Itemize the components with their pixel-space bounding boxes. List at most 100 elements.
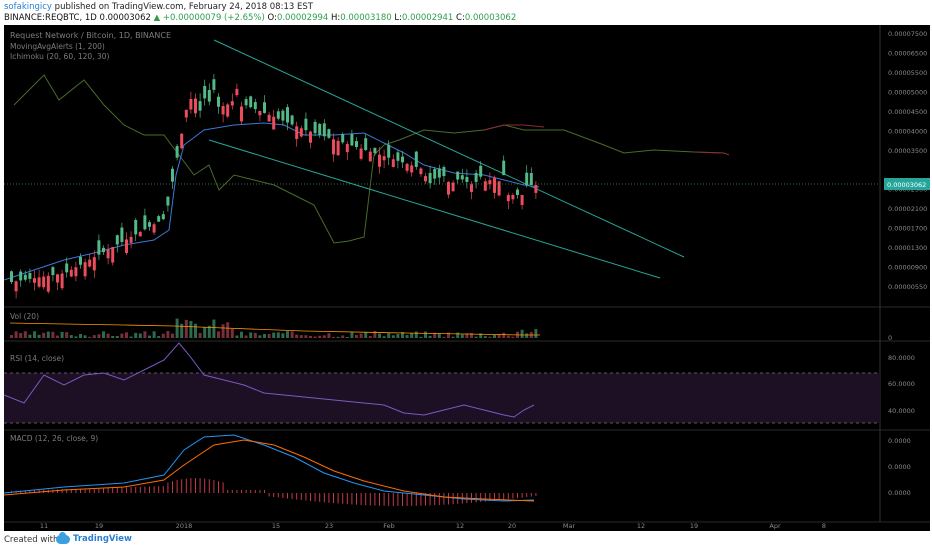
chart-header: sofakingicy published on TradingView.com… (0, 0, 932, 24)
candle (378, 154, 381, 167)
candle (28, 273, 32, 279)
volume-bar (230, 328, 234, 338)
candle (488, 180, 492, 185)
open-value: 0.00002994 (276, 13, 329, 23)
volume-legend: Vol (20) (10, 312, 40, 321)
candle (534, 185, 538, 193)
macd-histogram-bar (323, 493, 325, 503)
macd-histogram-bar (300, 493, 302, 501)
macd-histogram-bar (406, 493, 408, 506)
wedge-lower-trendline (208, 139, 661, 279)
candle (493, 177, 496, 193)
macd-histogram-bar (75, 488, 77, 493)
macd-histogram-bar (411, 493, 413, 506)
candle (74, 267, 78, 277)
candle (46, 275, 50, 292)
candle (382, 156, 386, 161)
candle (364, 138, 368, 151)
candle (221, 106, 225, 115)
candle (207, 90, 211, 102)
candle (318, 123, 322, 135)
candle (184, 109, 188, 118)
candle (520, 195, 524, 205)
price-tick-label: 0.00001700 (888, 225, 927, 233)
macd-histogram-bar (135, 486, 137, 493)
volume-bar (511, 336, 515, 338)
volume-bar (322, 335, 326, 338)
candle (437, 168, 441, 178)
macd-histogram-bar (250, 490, 252, 493)
macd-tick-label: 0.0000 (888, 437, 911, 445)
volume-bar (37, 334, 41, 338)
volume-bar (456, 332, 460, 338)
macd-histogram-bar (448, 493, 449, 505)
candle (529, 173, 533, 185)
candle (299, 128, 303, 137)
macd-histogram-bar (360, 493, 362, 505)
author-link[interactable]: sofakingicy (4, 2, 52, 12)
macd-histogram-bar (296, 493, 298, 500)
volume-bar (83, 335, 87, 338)
macd-histogram-bar (126, 487, 127, 493)
macd-histogram-bar (185, 478, 187, 493)
time-tick-label: 12 (456, 522, 464, 530)
candle (474, 172, 478, 182)
candle (240, 106, 243, 122)
macd-histogram-bar (80, 488, 81, 493)
cloud-icon (56, 531, 70, 544)
volume-bar (60, 331, 64, 338)
ichimoku-span-b (483, 124, 545, 131)
volume-bar (194, 323, 197, 338)
volume-bar (180, 323, 184, 338)
chart-area[interactable]: 0.00007500 0.00006500 0.00005500 0.00005000… (4, 25, 930, 531)
candle (88, 259, 92, 267)
price-tick-label: 0.00007500 (888, 30, 927, 38)
volume-bar (437, 333, 441, 338)
macd-legend: MACD (12, 26, close, 9) (10, 434, 99, 443)
macd-histogram-bar (231, 490, 233, 493)
candle (290, 115, 294, 125)
candle (396, 152, 400, 161)
volume-bar (502, 332, 506, 338)
volume-bar (74, 336, 78, 338)
volume-bar (447, 332, 450, 338)
close-label: C: (456, 13, 465, 23)
volume-bar (378, 333, 381, 338)
tradingview-logo[interactable]: TradingView (56, 531, 132, 544)
candle (166, 196, 170, 206)
volume-bar (143, 331, 147, 338)
candle (65, 263, 69, 273)
macd-histogram-bar (498, 493, 500, 501)
candle (152, 224, 156, 233)
candle (171, 168, 174, 182)
last-price-tag-label: 0.00003062 (887, 181, 926, 189)
macd-histogram-bar (535, 493, 537, 496)
chart-canvas[interactable]: 0.00007500 0.00006500 0.00005500 0.00005000… (4, 25, 930, 531)
candle (336, 140, 340, 156)
macd-histogram-bar (130, 487, 132, 493)
macd-histogram-bar (429, 493, 431, 506)
macd-histogram-bar (277, 493, 279, 498)
rsi-tick-label: 80.0000 (888, 354, 915, 362)
candle (42, 276, 46, 288)
volume-bar (483, 336, 487, 338)
candle (502, 160, 506, 176)
volume-bar (175, 318, 179, 338)
macd-histogram-bar (507, 493, 509, 500)
macd-histogram-bar (84, 488, 86, 493)
candle (175, 146, 179, 158)
macd-histogram-bar (66, 489, 68, 493)
volume-bar (479, 333, 483, 338)
macd-histogram-bar (337, 493, 339, 504)
volume-bar (79, 333, 82, 338)
candle (433, 168, 437, 179)
candle (419, 168, 423, 175)
close-value: 0.00003062 (464, 13, 517, 23)
candle (295, 126, 299, 140)
macd-histogram-bar (167, 482, 169, 493)
candle (33, 278, 36, 283)
volume-bar (267, 334, 271, 338)
macd-histogram-bar (475, 493, 477, 503)
volume-bar (295, 334, 299, 338)
macd-histogram-bar (517, 493, 518, 499)
